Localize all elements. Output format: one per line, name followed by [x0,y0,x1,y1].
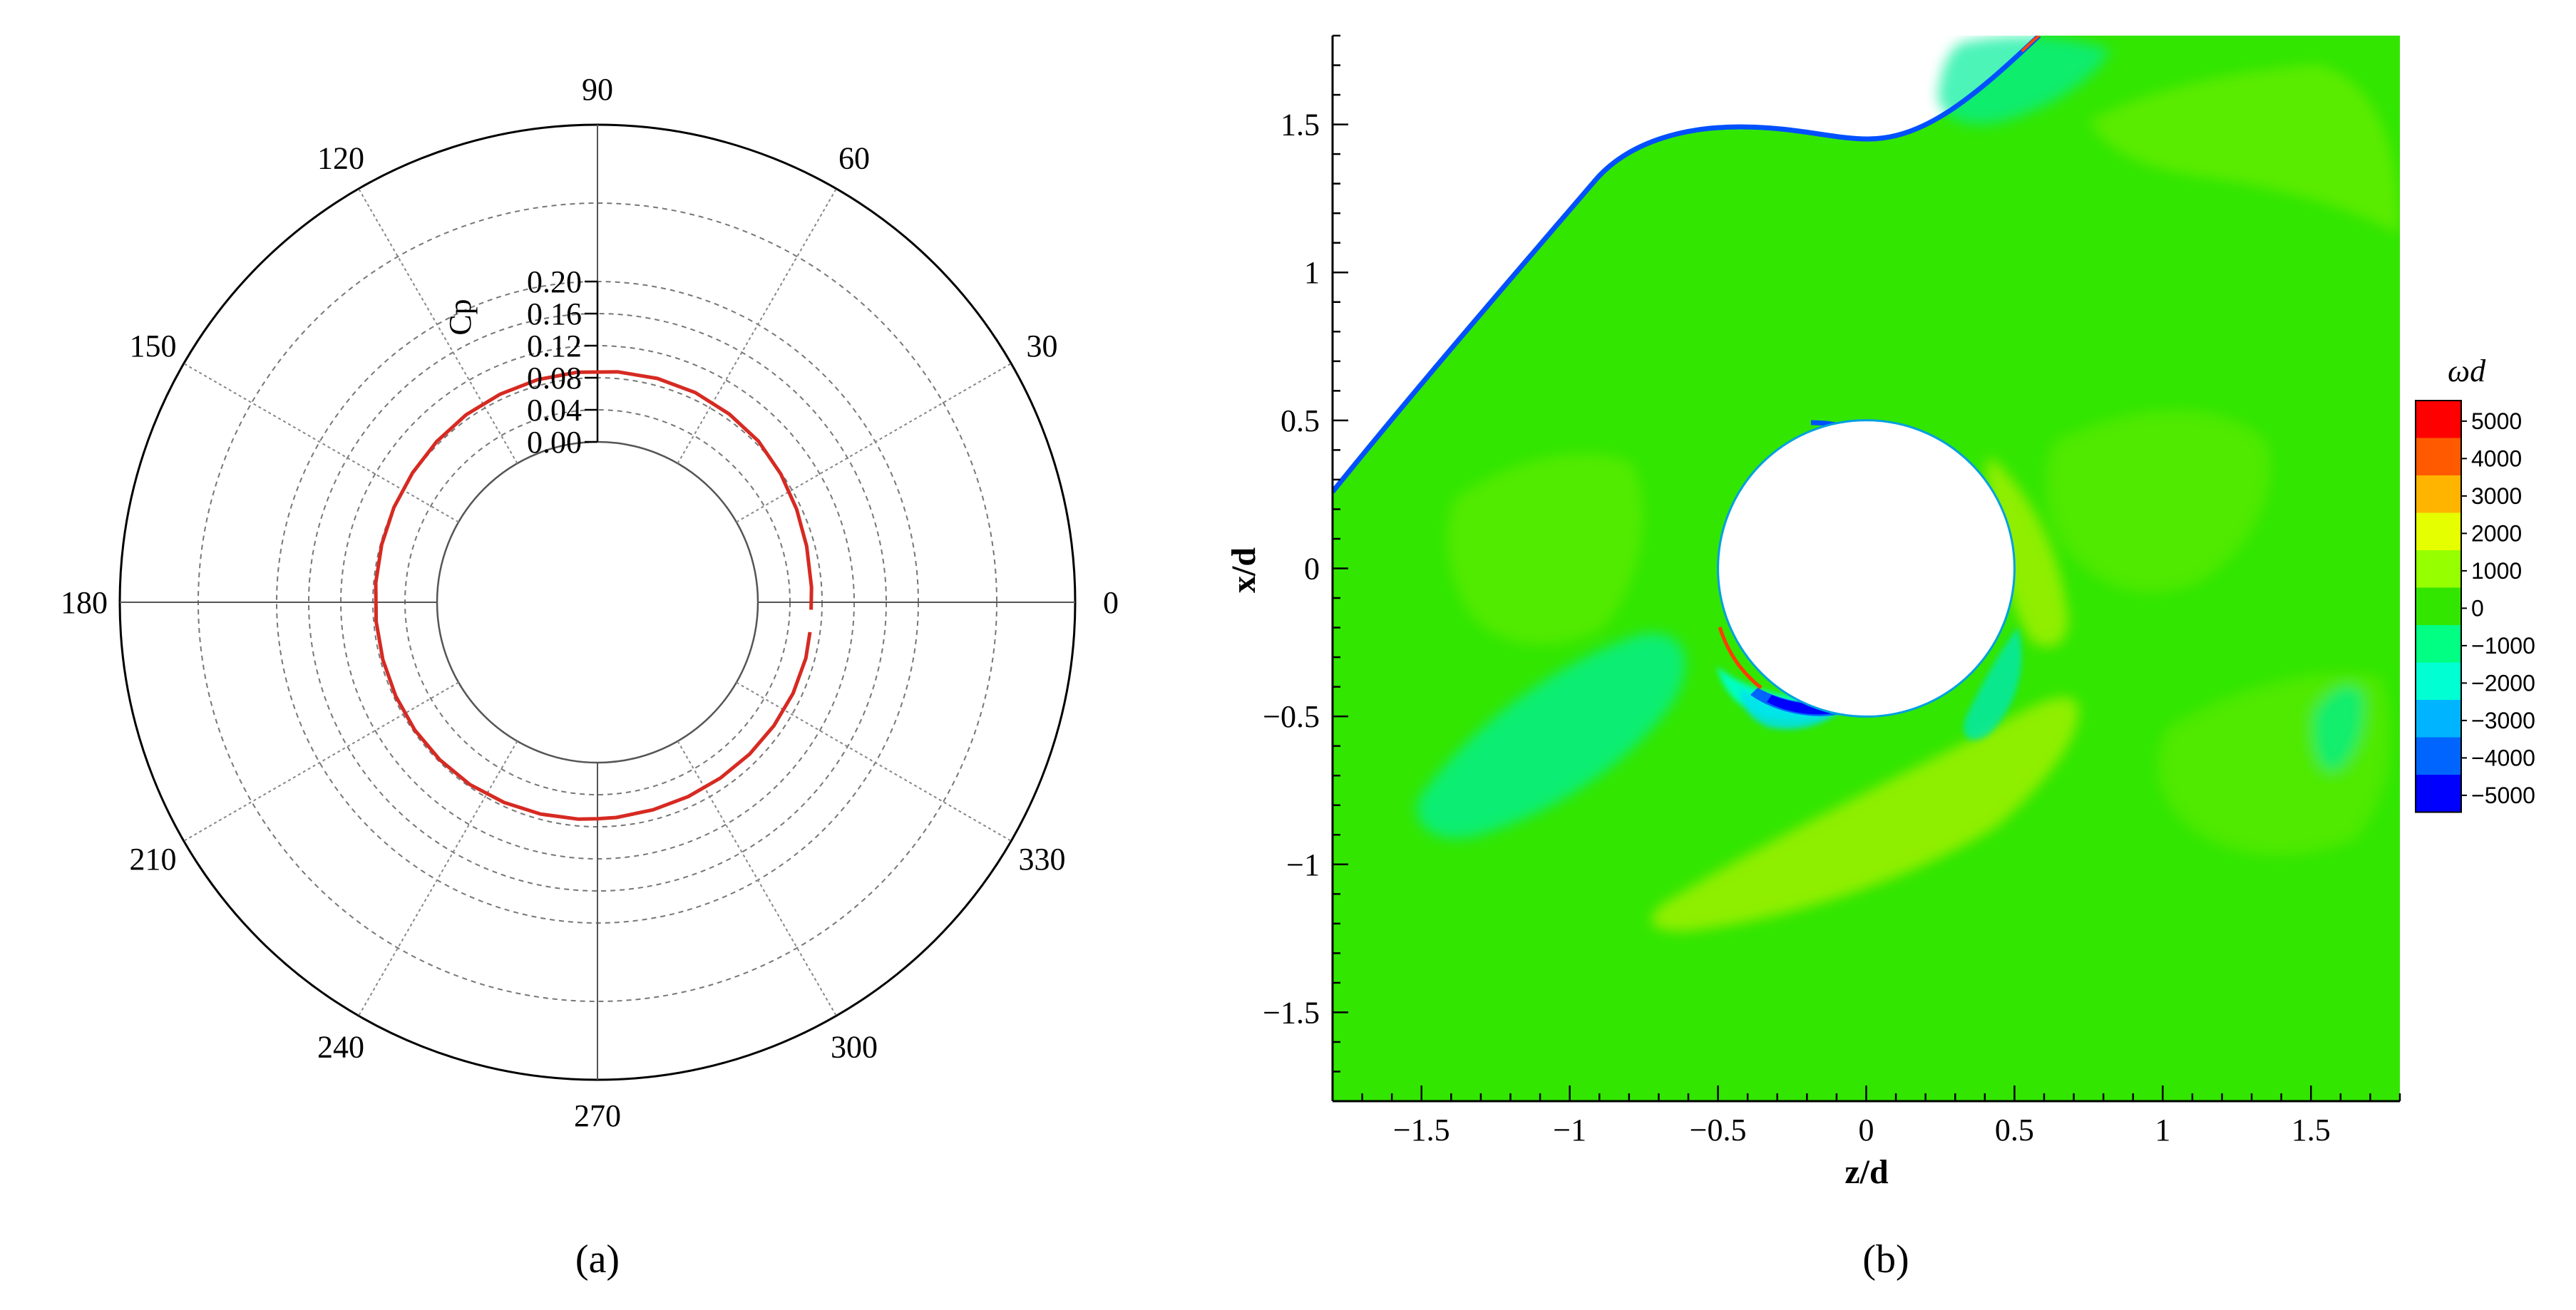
colorbar-label: 1000 [2471,558,2522,584]
colorbar-label: −5000 [2471,783,2535,808]
colorbar-label: 0 [2471,595,2484,621]
angular-tick-label: 300 [831,1030,878,1065]
colorbar-title: ωd [2448,354,2486,388]
free-surface-highlight [2021,36,2041,53]
colorbar-label: −1000 [2471,633,2535,659]
colorbar-cell [2416,775,2461,813]
polar-spoke [183,681,459,842]
region-light-green-1 [2089,64,2400,235]
colorbar-frame [2415,400,2462,813]
angular-tick-label: 120 [317,140,364,175]
x-tick-label: −1.5 [1393,1113,1450,1147]
caption-a: (a) [575,1237,620,1281]
colorbar-cell [2416,700,2461,738]
polar-grid-circle [436,440,759,764]
y-tick-label: 1.5 [1281,108,1320,143]
radial-tick-label: 0.12 [527,329,582,363]
x-tick-label: 1.5 [2292,1113,2331,1147]
colorbar-label: −4000 [2471,745,2535,770]
colorbar-label: 5000 [2471,408,2522,434]
polar-grid [118,123,1077,1081]
cylinder [1717,419,2016,718]
y-tick-label: −0.5 [1263,699,1320,734]
angular-tick-labels: 0 30 60 90 120 150 180 210 240 270 300 330 [61,72,1119,1133]
radial-axis-label: Cp [443,299,478,335]
angular-tick-label: 150 [129,329,176,363]
colorbar-cell [2416,625,2461,663]
angular-tick-label: 330 [1019,842,1066,877]
colorbar-cell [2416,550,2461,588]
polar-spoke [183,363,459,523]
colorbar-label: 2000 [2471,520,2522,546]
polar-spoke [358,188,518,464]
colorbar-cell [2416,587,2461,625]
wake-yellow-green [1651,697,2079,932]
streak-cyan-3 [2313,685,2364,771]
free-surface-line [1333,36,2041,494]
colorbar-cells [2415,400,2462,813]
angular-tick-label: 60 [838,140,870,175]
x-tick-labels: −1.5 −1 −0.5 0 0.5 1 1.5 [1393,1113,2331,1147]
colorbar-label: −3000 [2471,708,2535,733]
colorbar-cell [2416,401,2461,438]
x-axis-label: z/d [1844,1153,1889,1191]
radial-tick-label: 0.16 [527,296,582,331]
x-tick-label: 0.5 [1995,1113,2034,1147]
polar-spoke [736,363,1012,523]
radial-tick-labels: 0.000.040.080.120.160.20 [527,264,597,460]
x-tick-label: −0.5 [1690,1113,1747,1147]
streak-cyan-1 [1417,633,1685,839]
radial-tick-label: 0.20 [527,264,582,299]
colorbar-label: 4000 [2471,445,2522,471]
colorbar-cell [2416,475,2461,513]
colorbar-label: 3000 [2471,483,2522,509]
contour-plot: −1.5 −1 −0.5 0 0.5 1 1.5 1.5 1 0.5 0 −0.5 −1 −1.5 z/… [1225,34,2401,1191]
y-tick-label: −1 [1286,847,1320,882]
polar-chart: 0.000.040.080.120.160.20 0 30 60 90 120 150 18… [61,72,1119,1133]
colorbar: ωd 5000 4000 3000 2000 1000 0 −1000 −2000 −3000 −… [2415,354,2535,813]
angular-tick-label: 90 [582,72,613,107]
angular-tick-label: 30 [1027,329,1058,363]
colorbar-cell [2416,512,2461,550]
colorbar-cell [2416,662,2461,700]
shear-layer-yellow-green [1986,456,2068,647]
radial-tick-label: 0.08 [527,361,582,396]
y-tick-labels: 1.5 1 0.5 0 −0.5 −1 −1.5 [1263,108,1320,1031]
region-light-green-3 [2046,410,2271,593]
polar-spoke [677,741,837,1016]
polar-spoke [736,681,1012,842]
y-tick-label: 0 [1304,552,1320,587]
angular-tick-label: 180 [61,585,108,620]
vortex-positive-edge [1718,626,1762,689]
angular-tick-label: 270 [574,1098,621,1133]
colorbar-label: −2000 [2471,670,2535,696]
x-tick-label: −1 [1553,1113,1586,1147]
angular-tick-label: 210 [129,842,176,877]
polar-series [374,370,814,821]
x-tick-label: 0 [1859,1113,1874,1147]
caption-b: (b) [1862,1237,1909,1281]
angular-tick-label: 240 [317,1030,364,1065]
angular-tick-label: 0 [1103,585,1119,620]
colorbar-cell [2416,737,2461,775]
polar-spoke [358,741,518,1016]
radial-tick-label: 0.00 [527,425,582,460]
colorbar-labels: 5000 4000 3000 2000 1000 0 −1000 −2000 −3000 −400… [2461,408,2535,808]
shear-layer-cyan [1964,627,2022,741]
colorbar-cell [2416,438,2461,475]
axis-ticks [1331,34,2401,1103]
polar-spoke [677,188,837,464]
polar-grid-circle [404,409,791,795]
y-tick-label: 1 [1304,255,1320,290]
radial-tick-label: 0.04 [527,393,582,428]
y-tick-label: 0.5 [1281,403,1320,438]
cp-curve [374,370,814,821]
x-tick-label: 1 [2155,1113,2170,1147]
region-light-green-2 [1447,453,1643,645]
y-axis-label: x/d [1225,547,1263,593]
streak-cyan-2 [1938,36,2110,125]
y-tick-label: −1.5 [1263,995,1320,1030]
